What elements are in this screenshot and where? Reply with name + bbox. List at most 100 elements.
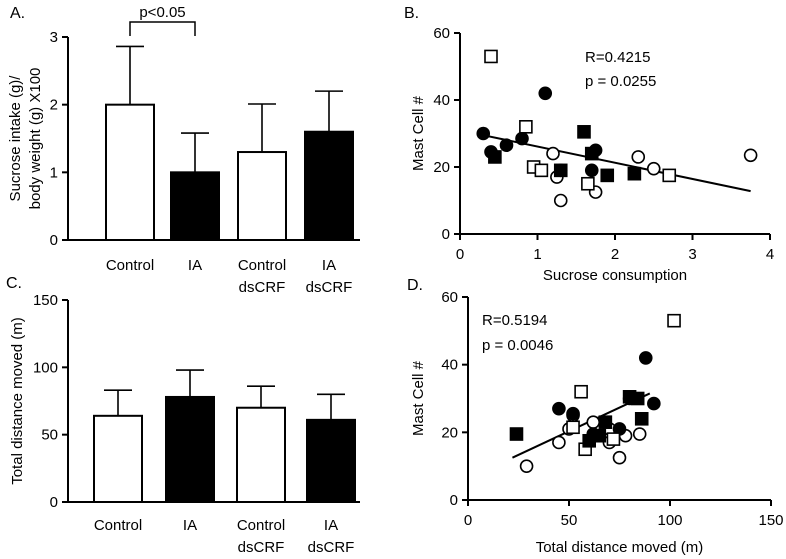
data-point bbox=[584, 163, 599, 178]
data-point bbox=[667, 313, 681, 328]
bar bbox=[105, 103, 155, 241]
data-point bbox=[499, 138, 514, 153]
panel-label: D. bbox=[407, 277, 423, 294]
panel-b-scatter-plot: B. Mast Cell # Sucrose consumption 0 20 40 60 0… bbox=[404, 5, 774, 284]
panel-label: B. bbox=[404, 5, 419, 22]
data-point bbox=[592, 428, 607, 443]
x-axis-label: Sucrose consumption bbox=[543, 267, 687, 284]
y-tick-label: 100 bbox=[33, 359, 58, 376]
bar bbox=[170, 171, 220, 241]
bar bbox=[236, 406, 286, 504]
data-point bbox=[538, 86, 553, 101]
y-tick-label: 50 bbox=[41, 427, 58, 444]
y-axis-label: Total distance moved (m) bbox=[9, 317, 26, 485]
x-tick-label: dsCRF bbox=[308, 539, 355, 556]
correlation-stat: p = 0.0255 bbox=[585, 73, 656, 90]
panel-label: A. bbox=[10, 5, 25, 22]
data-point bbox=[552, 435, 566, 450]
y-tick-label: 150 bbox=[33, 292, 58, 309]
bar bbox=[165, 395, 215, 503]
data-point bbox=[581, 176, 595, 191]
bar bbox=[306, 418, 356, 503]
data-point bbox=[519, 120, 533, 134]
x-tick-label: 0 bbox=[464, 512, 472, 529]
data-point bbox=[553, 193, 568, 208]
correlation-stat: R=0.4215 bbox=[585, 49, 650, 66]
x-tick-label: 50 bbox=[561, 512, 578, 529]
panel-c-bar-chart: C. Total distance moved (m) 0 50 100 150 Contr… bbox=[6, 275, 360, 556]
trend-line bbox=[483, 134, 751, 193]
data-point bbox=[584, 146, 599, 161]
correlation-stat: R=0.5194 bbox=[482, 312, 547, 329]
data-point bbox=[546, 146, 560, 161]
panel-label: C. bbox=[6, 275, 22, 292]
data-point bbox=[534, 163, 549, 178]
y-tick-label: 0 bbox=[450, 492, 458, 509]
panel-d-scatter-plot: D. Mast Cell # Total distance moved (m) 0 20… bbox=[407, 277, 784, 556]
data-point bbox=[662, 168, 677, 183]
data-point bbox=[743, 148, 758, 163]
y-tick-label: 20 bbox=[441, 424, 458, 441]
bar bbox=[237, 151, 287, 242]
y-axis-label: Mast Cell # bbox=[410, 95, 427, 171]
data-point bbox=[476, 126, 491, 141]
x-tick-label: IA bbox=[322, 257, 336, 274]
data-point bbox=[553, 163, 568, 178]
x-tick-label: Control bbox=[237, 517, 285, 534]
y-tick-label: 0 bbox=[50, 494, 58, 511]
x-tick-label: IA bbox=[324, 517, 338, 534]
x-tick-label: Control bbox=[106, 257, 154, 274]
data-point bbox=[552, 401, 566, 416]
x-tick-label: Control bbox=[94, 517, 142, 534]
y-axis-label: Sucrose intake (g)/ bbox=[7, 75, 24, 202]
x-tick-label: IA bbox=[188, 257, 202, 274]
x-tick-label: 1 bbox=[533, 246, 541, 263]
data-point bbox=[574, 384, 588, 399]
data-point bbox=[598, 415, 613, 429]
y-tick-label: 3 bbox=[50, 29, 58, 46]
correlation-stat: p = 0.0046 bbox=[482, 337, 553, 354]
data-point bbox=[630, 391, 645, 406]
data-point bbox=[488, 150, 502, 164]
data-point bbox=[638, 351, 653, 365]
significance-label: p<0.05 bbox=[139, 4, 185, 21]
y-tick-label: 20 bbox=[433, 159, 450, 176]
y-tick-label: 40 bbox=[433, 92, 450, 109]
x-tick-label: 2 bbox=[611, 246, 619, 263]
data-point bbox=[646, 161, 661, 176]
x-tick-label: 4 bbox=[766, 246, 774, 263]
x-tick-label: dsCRF bbox=[238, 539, 285, 556]
y-tick-label: 60 bbox=[441, 289, 458, 306]
y-tick-label: 1 bbox=[50, 164, 58, 181]
data-point bbox=[515, 131, 529, 146]
data-point bbox=[586, 415, 601, 429]
x-tick-label: dsCRF bbox=[239, 279, 286, 296]
x-tick-label: IA bbox=[183, 517, 197, 534]
data-point bbox=[566, 406, 580, 421]
data-point bbox=[600, 168, 615, 183]
bar bbox=[304, 130, 354, 242]
x-tick-label: dsCRF bbox=[306, 279, 353, 296]
data-point bbox=[566, 420, 580, 435]
data-point bbox=[612, 450, 627, 465]
data-point bbox=[647, 396, 661, 411]
data-point bbox=[631, 150, 646, 164]
data-point bbox=[634, 411, 649, 426]
y-tick-label: 40 bbox=[441, 357, 458, 374]
y-axis-label: body weight (g) X100 bbox=[27, 68, 44, 210]
y-tick-label: 0 bbox=[442, 226, 450, 243]
data-point bbox=[606, 432, 621, 446]
x-axis-label: Total distance moved (m) bbox=[536, 539, 704, 556]
data-point bbox=[509, 427, 524, 441]
x-tick-label: 0 bbox=[456, 246, 464, 263]
significance-bracket bbox=[129, 21, 196, 36]
data-point bbox=[577, 125, 591, 139]
data-point bbox=[632, 427, 647, 441]
data-point bbox=[627, 166, 642, 181]
bar bbox=[93, 414, 143, 503]
y-tick-label: 60 bbox=[433, 25, 450, 42]
y-tick-label: 0 bbox=[50, 232, 58, 249]
x-tick-label: Control bbox=[238, 257, 286, 274]
y-axis-label: Mast Cell # bbox=[410, 360, 427, 436]
